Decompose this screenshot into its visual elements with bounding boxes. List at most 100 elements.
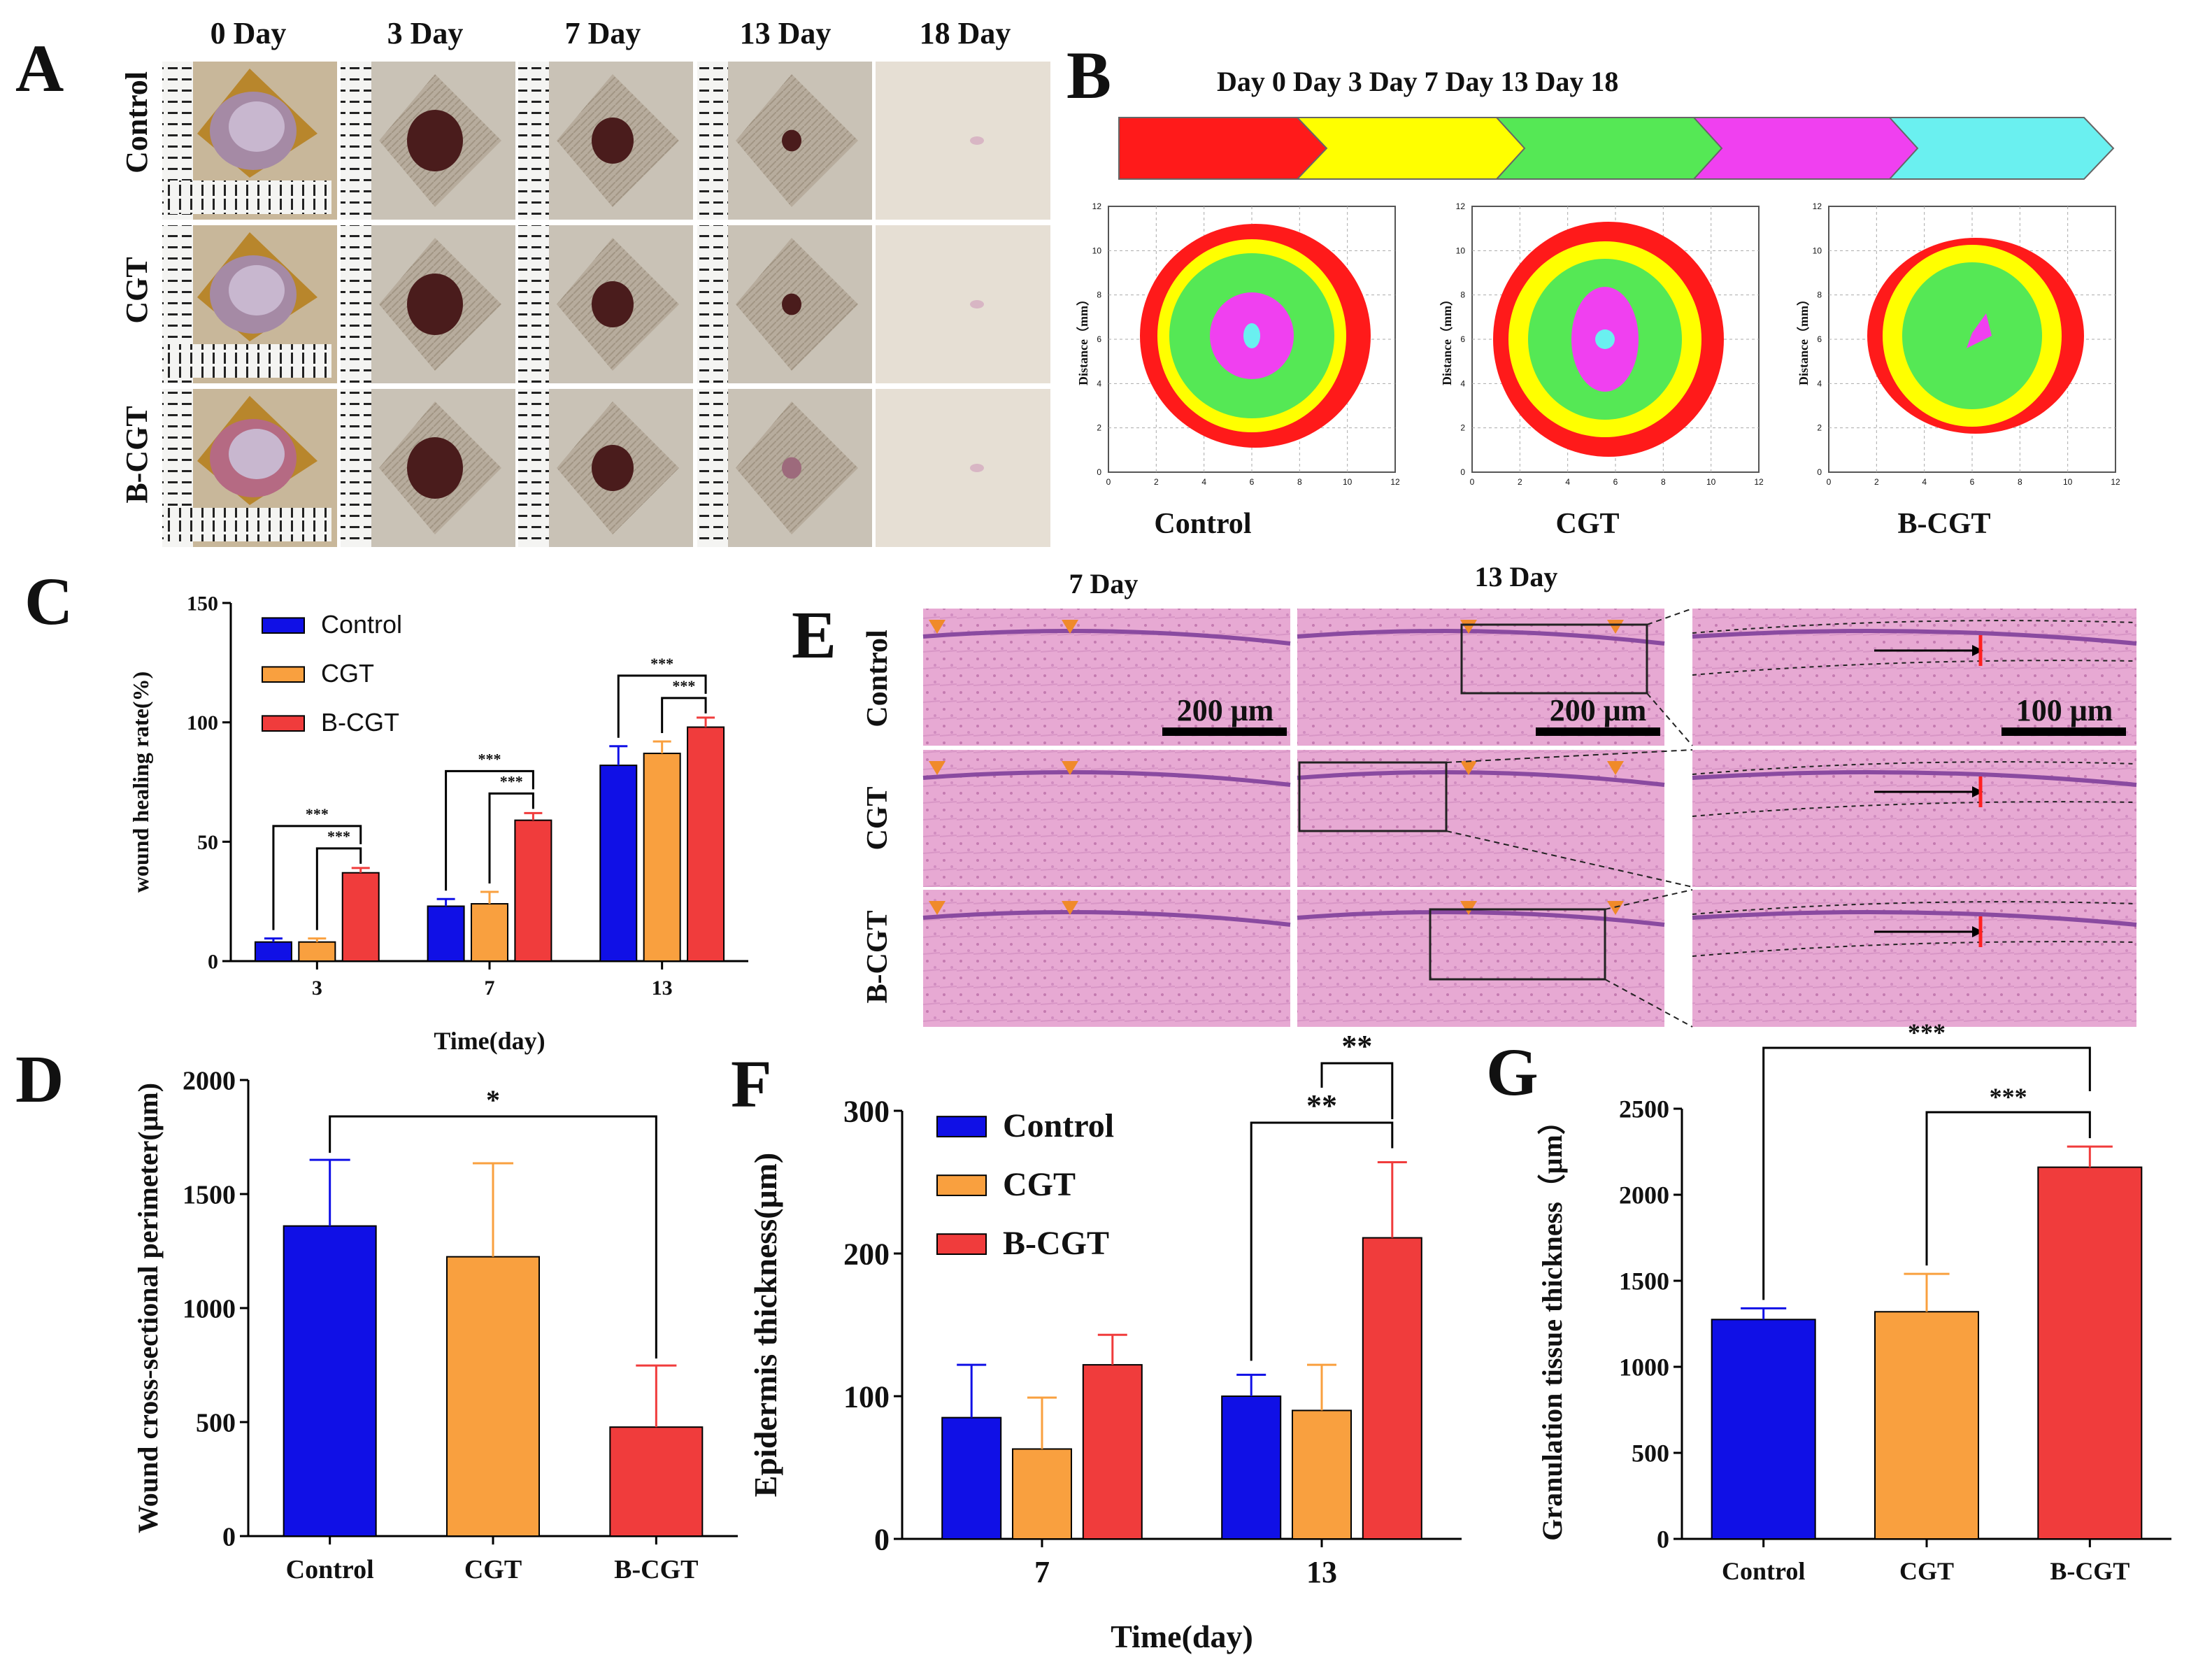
wound-edge-marker [929,901,946,915]
contour-y-tick: 2 [1460,423,1465,433]
significance-bracket [329,1115,657,1359]
zoom-connector [1604,889,1693,910]
significance-label: *** [478,750,501,767]
panel-b-group-bcgt: B-CGT [1897,508,1990,540]
panel-a-day-0: 0 Day [211,16,287,50]
x-tick-label: Control [286,1555,374,1584]
bar-B-CGT-3 [341,872,380,962]
wound-bed-highlight [229,429,285,479]
bar-CGT-3 [298,941,336,963]
wound-scab [782,457,801,479]
epidermis-boundary-dashed [1692,801,2137,817]
x-tick-label: 13 [652,977,673,1000]
epidermis-boundary-dashed [1692,761,2137,775]
significance-label: *** [1908,1018,1946,1046]
contour-x-tick: 8 [1297,477,1302,487]
y-tick-label: 0 [222,1522,236,1551]
contour-y-tick: 0 [1097,467,1101,477]
y-axis-label: Wound cross-sectional perimeter(μm) [132,1083,164,1533]
epidermis-layer [1692,629,2137,646]
significance-bracket [315,847,362,930]
y-tick-label: 1500 [1619,1267,1669,1295]
contour-y-tick: 0 [1460,467,1465,477]
x-tick-label: B-CGT [614,1555,698,1584]
panel-b-timeline: Day 0 Day 3 Day 7 Day 13 Day 18 [1217,66,1618,97]
contour-x-tick: 0 [1827,477,1832,487]
healed-scar [970,464,984,472]
bar-Control-13 [599,765,638,963]
contour-x-tick: 4 [1922,477,1927,487]
contour-y-tick: 2 [1817,423,1822,433]
wound-scab [407,437,463,499]
epidermis-boundary-dashed [1692,941,2137,957]
legend-swatch [936,1233,987,1255]
wound-photo-r0-c2 [518,62,693,220]
epidermis-boundary-dashed [1692,620,2137,634]
wound-photo-r2-c1 [341,389,515,547]
photo-background [876,62,1050,220]
wound-photo-r2-c0 [162,389,337,547]
epidermis-layer [922,629,1291,646]
legend-label: B-CGT [321,708,399,737]
epidermis-layer [1692,910,2137,927]
zoom-box [1298,761,1448,832]
panel-a: 0 Day 3 Day 7 Day 13 Day 18 Day Control … [120,16,1050,547]
photo-ruler [168,344,331,378]
chart-d: 0 500 1000 1500 2000 Wound cross-sectional pe… [132,1066,738,1584]
healed-scar [970,136,984,145]
contour-y-tick: 10 [1456,246,1466,255]
contour-y-tick: 8 [1460,290,1465,300]
scale-bar-label-1: 200 μm [1177,693,1274,727]
y-tick-label: 0 [1657,1526,1669,1554]
histology-image [1692,750,2136,887]
x-axis-label: Time(day) [434,1027,545,1055]
significance-label: ** [1341,1029,1372,1063]
epidermis-boundary-dashed [1692,660,2137,676]
contour-layer [1967,313,1992,348]
wound-edge-marker [1062,620,1078,634]
contour-y-tick: 12 [1813,201,1822,211]
histology-tile-r1-c2 [1692,750,2137,887]
wound-edge-marker [929,620,946,634]
contour-map-bcgt: 00 2 2 4 4 6 6 8 8 10 10 12 12 Distance（mm） [1797,201,2120,487]
scale-bar-2 [1536,727,1660,736]
wound-scab [407,274,463,335]
contour-ylabel: Distance（mm） [1440,293,1454,385]
y-tick-label: 0 [874,1522,890,1556]
x-tick-label: 7 [1034,1555,1050,1589]
panel-a-row-bcgt: B-CGT [120,406,154,503]
epidermis-boundary-dashed [1692,901,2137,915]
wound-photo-r1-c2 [518,225,693,383]
legend-swatch [262,617,305,634]
legend-label: B-CGT [1003,1225,1109,1262]
y-tick-label: 100 [187,711,218,734]
y-tick-label: 100 [843,1379,890,1414]
contour-x-tick: 2 [1154,477,1159,487]
epidermis-layer [1297,910,1665,927]
legend-swatch [936,1116,987,1137]
panel-a-day-13: 13 Day [740,16,832,50]
legend-label: Control [321,610,402,639]
photo-ruler [341,62,371,220]
contour-x-tick: 6 [1613,477,1618,487]
contour-x-tick: 10 [2063,477,2073,487]
scale-bar-1 [1162,727,1287,736]
contour-y-tick: 6 [1817,334,1822,344]
y-tick-label: 300 [843,1094,890,1128]
wound-edge-marker [1607,901,1624,915]
contour-y-tick: 2 [1097,423,1101,433]
significance-label: *** [327,828,350,845]
significance-label: ** [1306,1088,1337,1123]
significance-label: *** [500,772,523,790]
y-tick-label: 2000 [183,1066,236,1095]
panel-a-row-control: Control [120,71,154,173]
chart-c: 0 50 100 150 wound healing rate(%) Time(day) 3… [128,592,748,1055]
legend-label: CGT [321,659,374,688]
photo-ruler [518,389,549,547]
panel-label-b: B [1066,38,1111,113]
contour-x-tick: 4 [1201,477,1206,487]
panel-label-d: D [15,1042,64,1116]
contour-y-tick: 12 [1092,201,1102,211]
contour-y-tick: 12 [1456,201,1466,211]
